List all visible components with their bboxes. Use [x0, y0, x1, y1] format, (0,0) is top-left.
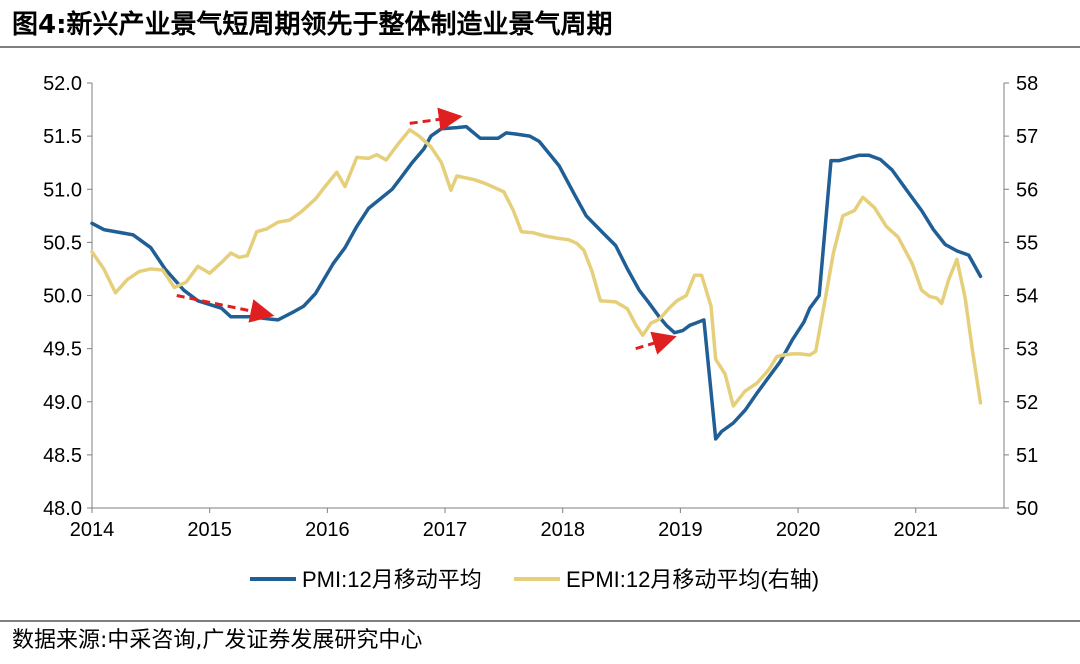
chart: 48.0 48.5 49.0 49.5 50.0 50.5 51.0 51.5 52.0 50 51…: [43, 73, 1038, 592]
pmi-line: [90, 124, 983, 441]
epmi-line: [90, 128, 983, 408]
left-tick-label: 51.5: [43, 126, 82, 148]
left-tick-label: 48.0: [43, 498, 82, 520]
right-tick-label: 51: [1016, 445, 1038, 467]
legend: PMI:12月移动平均 EPMI:12月移动平均(右轴): [250, 567, 819, 592]
x-tick-label: 2017: [423, 519, 468, 541]
axes-group: 48.0 48.5 49.0 49.5 50.0 50.5 51.0 51.5 52.0 50 51…: [43, 73, 1038, 541]
right-tick-label: 55: [1016, 232, 1038, 254]
right-tick-label: 58: [1016, 73, 1038, 95]
left-tick-label: 49.5: [43, 339, 82, 361]
trend-arrow: [409, 107, 463, 132]
right-tick-label: 57: [1016, 126, 1038, 148]
figure-source: 数据来源:中采咨询,广发证券发展研究中心: [12, 628, 423, 653]
left-tick-label: 51.0: [43, 179, 82, 201]
x-tick-label: 2020: [776, 519, 821, 541]
x-tick-label: 2016: [305, 519, 350, 541]
annotations-group: [176, 107, 677, 355]
right-tick-label: 56: [1016, 179, 1038, 201]
left-tick-label: 49.0: [43, 392, 82, 414]
legend-label-epmi: EPMI:12月移动平均(右轴): [566, 567, 819, 592]
title-divider: [0, 46, 1080, 48]
trend-arrow: [635, 331, 677, 355]
x-tick-label: 2018: [540, 519, 585, 541]
series-group: [90, 124, 983, 441]
right-tick-label: 50: [1016, 498, 1038, 520]
figure-title: 图4:新兴产业景气短周期领先于整体制造业景气周期: [12, 10, 613, 40]
right-tick-label: 54: [1016, 286, 1038, 308]
x-tick-label: 2021: [893, 519, 938, 541]
left-tick-label: 50.0: [43, 286, 82, 308]
x-tick-label: 2019: [658, 519, 703, 541]
right-tick-label: 53: [1016, 339, 1038, 361]
right-tick-label: 52: [1016, 392, 1038, 414]
source-divider: [0, 620, 1080, 622]
trend-arrow: [176, 294, 275, 323]
x-tick-label: 2014: [70, 519, 115, 541]
legend-label-pmi: PMI:12月移动平均: [302, 567, 482, 592]
left-tick-label: 50.5: [43, 232, 82, 254]
left-tick-label: 48.5: [43, 445, 82, 467]
x-tick-label: 2015: [187, 519, 232, 541]
left-tick-label: 52.0: [43, 73, 82, 95]
